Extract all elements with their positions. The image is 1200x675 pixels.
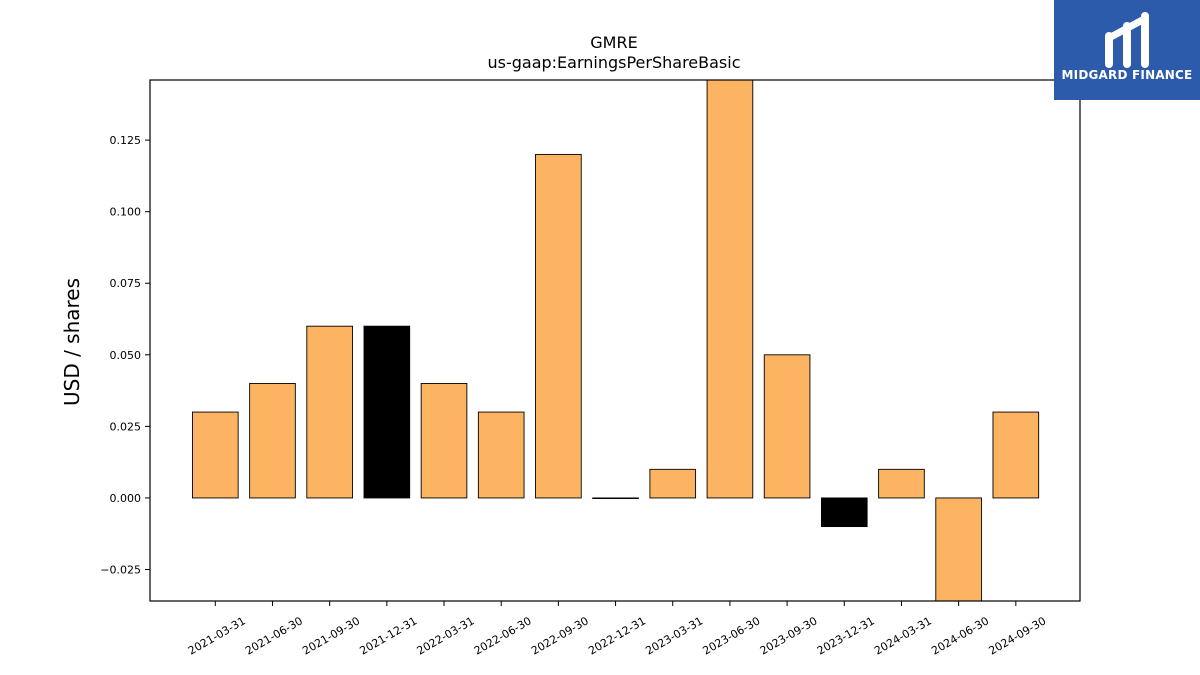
bar-2022-12-31 xyxy=(592,497,639,500)
plot-frame xyxy=(149,79,1081,602)
y-tick-label: 0.025 xyxy=(110,420,142,433)
bar-2022-03-31 xyxy=(420,382,468,499)
x-tick-label: 2023-09-30 xyxy=(758,614,820,657)
bar-2024-06-30 xyxy=(935,497,982,602)
bar-2023-12-31 xyxy=(820,497,868,528)
y-axis-label: USD / shares xyxy=(60,278,84,406)
y-tick-label: 0.075 xyxy=(110,277,142,290)
bar-2022-06-30 xyxy=(477,411,525,499)
x-tick-label: 2023-03-31 xyxy=(643,614,705,657)
bar-2023-06-30 xyxy=(706,79,754,499)
x-tick-label: 2024-09-30 xyxy=(986,614,1048,657)
x-tick-label: 2022-09-30 xyxy=(529,614,591,657)
x-tick-label: 2024-03-31 xyxy=(872,614,934,657)
bar-2022-09-30 xyxy=(535,153,582,499)
x-tick-label: 2021-03-31 xyxy=(186,614,248,657)
x-tick-label: 2022-12-31 xyxy=(586,614,648,657)
x-tick-label: 2023-06-30 xyxy=(701,614,763,657)
bars-group xyxy=(191,79,1040,602)
bar-2024-09-30 xyxy=(992,411,1040,499)
bar-2021-06-30 xyxy=(249,382,296,499)
chart-title: GMRE xyxy=(590,33,637,52)
bar-2021-12-31 xyxy=(363,325,411,499)
chart-subtitle: us-gaap:EarningsPerShareBasic xyxy=(487,53,740,72)
midgard-finance-logo: MIDGARD FINANCE xyxy=(1054,0,1200,100)
bar-2021-03-31 xyxy=(191,411,239,499)
x-tick-label: 2022-03-31 xyxy=(415,614,477,657)
bar-2023-09-30 xyxy=(763,354,811,499)
x-tick-label: 2023-12-31 xyxy=(815,614,877,657)
logo-mark-icon xyxy=(1105,12,1149,68)
x-tick-label: 2021-09-30 xyxy=(300,614,362,657)
bar-2021-09-30 xyxy=(306,325,353,499)
y-tick-label: 0.125 xyxy=(110,134,142,147)
x-tick-label: 2024-06-30 xyxy=(929,614,991,657)
y-axis-ticks: −0.025 0.000 0.025 0.050 0.075 0.100 0.125 xyxy=(100,134,150,577)
y-tick-label: 0.050 xyxy=(110,349,142,362)
x-axis-ticks: 2021-03-312021-06-302021-09-302021-12-31… xyxy=(186,601,1048,658)
x-tick-label: 2021-06-30 xyxy=(243,614,305,657)
y-tick-label: 0.100 xyxy=(110,206,142,219)
bar-2023-03-31 xyxy=(649,468,697,499)
bar-2024-03-31 xyxy=(878,468,925,499)
y-tick-label: −0.025 xyxy=(100,564,141,577)
y-tick-label: 0.000 xyxy=(110,492,142,505)
x-tick-label: 2022-06-30 xyxy=(472,614,534,657)
x-tick-label: 2021-12-31 xyxy=(357,614,419,657)
logo-text: MIDGARD FINANCE xyxy=(1061,68,1193,82)
